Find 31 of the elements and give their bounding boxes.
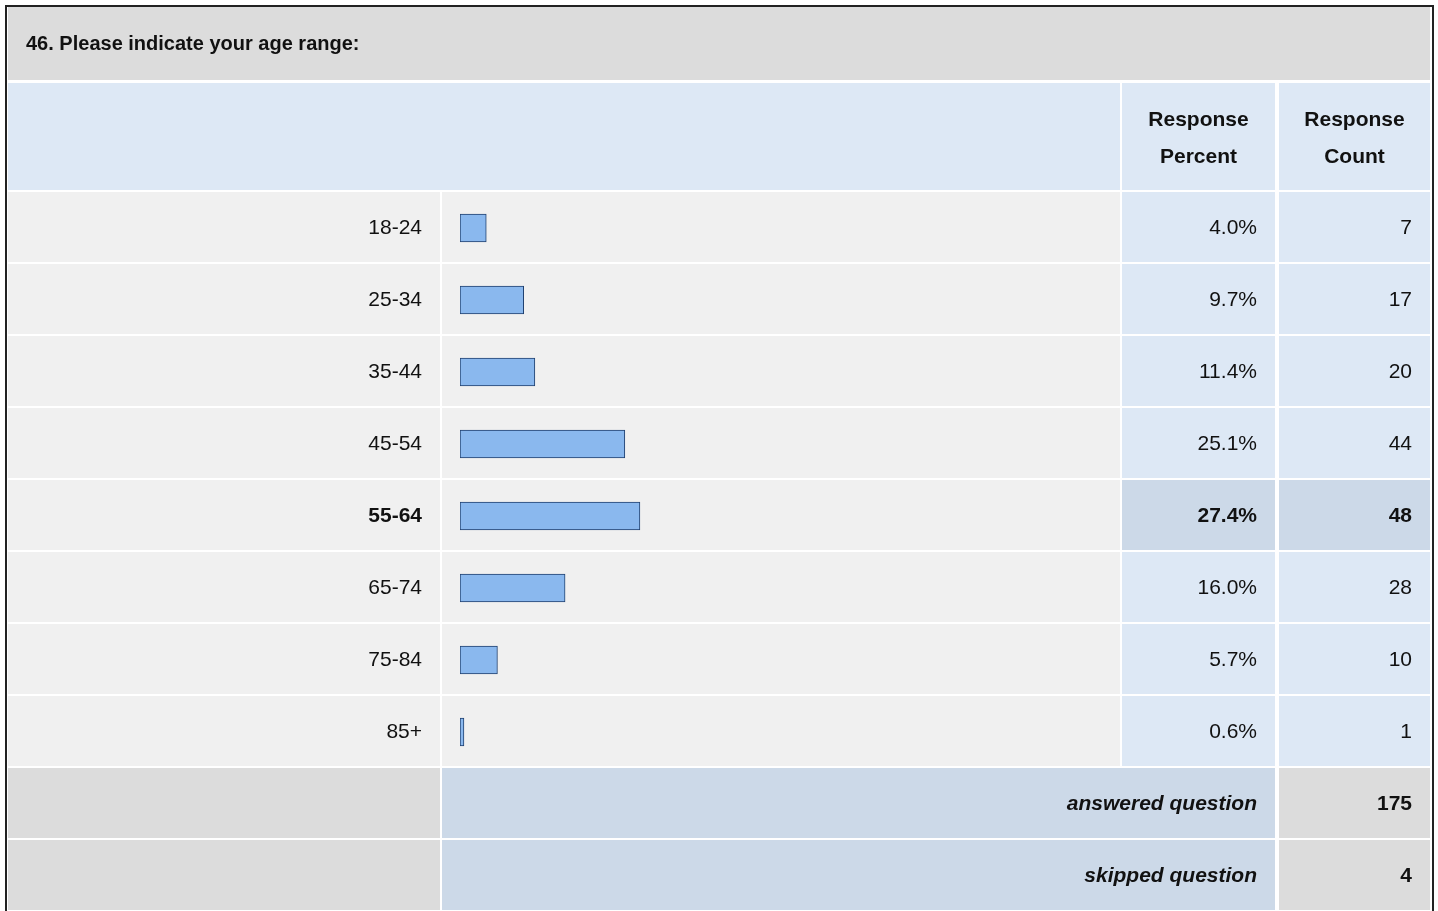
text: 17 (1388, 287, 1412, 311)
data-label: 25.1% (1197, 431, 1257, 455)
data-label: 16.0% (1197, 575, 1257, 599)
y-tick-label: 55-64 (368, 503, 422, 527)
text: 7 (1400, 215, 1412, 239)
data-label: 5.7% (1209, 647, 1257, 671)
data-label: 27.4% (1197, 503, 1257, 527)
text: 46. Please indicate your age range: (26, 32, 360, 55)
text: 48 (1388, 503, 1412, 527)
text: Response Percent (1147, 105, 1250, 169)
data-label: 4.0% (1209, 215, 1257, 239)
text: answered question (1066, 791, 1257, 815)
text: Response Count (1303, 105, 1406, 169)
text: 44 (1388, 431, 1412, 455)
y-tick-label: 25-34 (368, 287, 422, 311)
text: 10 (1388, 647, 1412, 671)
text: skipped question (1084, 863, 1257, 887)
data-label: 0.6% (1209, 719, 1257, 743)
y-tick-label: 35-44 (368, 359, 422, 383)
data-label: 9.7% (1209, 287, 1257, 311)
data-label: 11.4% (1199, 359, 1257, 383)
text: 175 (1376, 791, 1412, 815)
text: 4 (1400, 863, 1412, 887)
text: 20 (1388, 359, 1412, 383)
y-tick-label: 85+ (386, 719, 422, 743)
text: 28 (1388, 575, 1412, 599)
y-tick-label: 75-84 (368, 647, 422, 671)
text: 1 (1400, 719, 1412, 743)
y-tick-label: 45-54 (368, 431, 422, 455)
y-tick-label: 18-24 (368, 215, 422, 239)
y-tick-label: 65-74 (368, 575, 422, 599)
